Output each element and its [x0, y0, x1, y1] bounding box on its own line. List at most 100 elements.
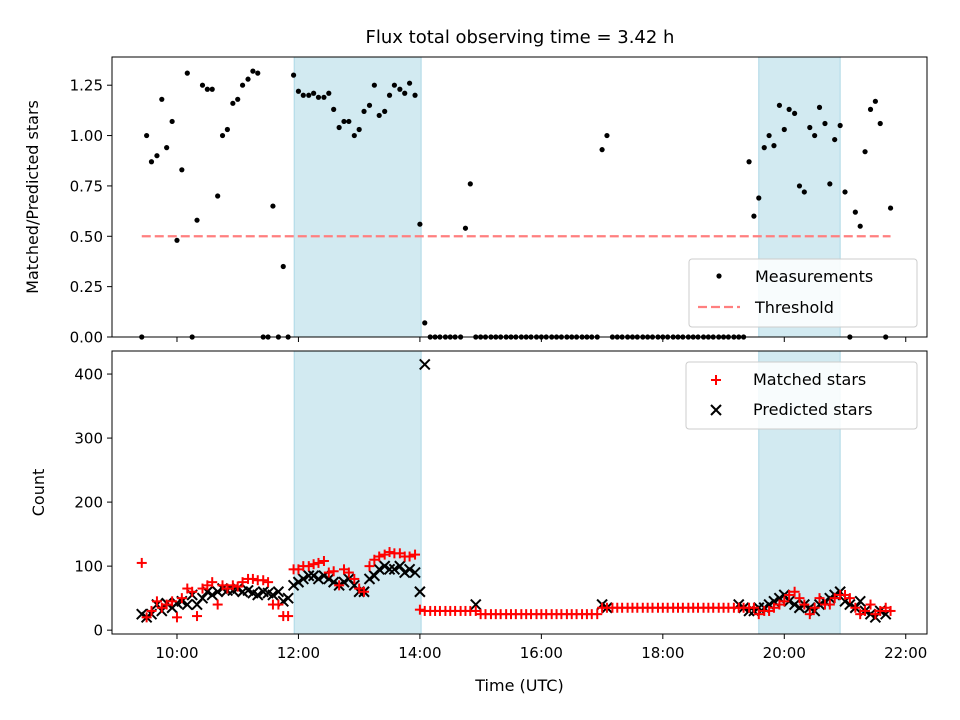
- matched-star-marker: [799, 599, 810, 610]
- measurement-point: [827, 181, 833, 187]
- measurement-point: [315, 94, 322, 100]
- matched-star-marker: [334, 580, 345, 591]
- measurement-point: [604, 132, 610, 139]
- measurement-point: [412, 92, 418, 98]
- measurement-point: [761, 145, 767, 151]
- measurement-point: [159, 96, 165, 102]
- shaded-region-1: [293, 56, 422, 338]
- matched-star-marker: [323, 567, 334, 578]
- matched-star-marker: [748, 602, 759, 613]
- predicted-star-marker: [854, 595, 866, 608]
- matched-star-marker: [850, 602, 861, 613]
- matched-star-marker: [192, 611, 203, 622]
- predicted-star-marker: [282, 592, 294, 604]
- measurement-point: [371, 82, 377, 88]
- measurement-point: [822, 120, 828, 127]
- measurement-point: [867, 106, 874, 112]
- x-tick-label: 22:00: [884, 644, 927, 662]
- predicted-star-marker: [470, 598, 482, 611]
- measurement-point: [402, 90, 408, 96]
- matched-star-marker: [414, 604, 425, 615]
- measurement-point: [154, 153, 160, 159]
- legend-measurements-marker: [716, 273, 722, 279]
- measurement-point: [807, 124, 813, 131]
- predicted-star-marker: [312, 573, 325, 585]
- measurement-point: [326, 90, 332, 96]
- matched-star-marker: [364, 561, 375, 572]
- matched-star-marker: [374, 551, 385, 562]
- measurement-point: [311, 90, 317, 96]
- measurement-point: [391, 82, 397, 88]
- x-tick-label: 14:00: [398, 644, 441, 662]
- measurement-point: [382, 108, 388, 114]
- matched-star-marker: [875, 605, 886, 616]
- matched-star-marker: [207, 577, 218, 588]
- matched-star-marker: [176, 593, 187, 604]
- bottom-y-axis-ticks: 0 100 200 300 400: [74, 366, 112, 640]
- measurement-point: [361, 108, 367, 114]
- x-tick-label: 16:00: [520, 644, 563, 662]
- matched-star-marker: [328, 566, 339, 577]
- measurement-point: [872, 98, 878, 104]
- legend-frame: [688, 258, 918, 328]
- matched-star-marker: [824, 599, 835, 610]
- measurement-point: [331, 106, 337, 112]
- measurement-point: [235, 96, 241, 102]
- matched-star-marker: [844, 593, 855, 604]
- matched-star-marker: [146, 605, 157, 616]
- measurement-point: [781, 126, 787, 133]
- measurement-point: [215, 193, 221, 199]
- predicted-stars-markers: [136, 358, 892, 624]
- predicted-star-marker: [409, 566, 421, 579]
- measurement-point: [467, 181, 473, 187]
- matched-star-marker: [359, 586, 370, 597]
- measurement-point: [300, 92, 306, 98]
- measurement-point: [751, 213, 757, 219]
- predicted-star-marker: [403, 563, 416, 576]
- matched-stars-markers: [136, 547, 896, 623]
- top-legend: Measurements Threshold: [688, 258, 918, 328]
- predicted-star-marker: [272, 586, 285, 598]
- measurement-point: [462, 225, 469, 231]
- measurement-point: [179, 167, 185, 173]
- measurement-point: [224, 126, 230, 133]
- measurement-point: [184, 70, 190, 76]
- measurement-point: [771, 143, 777, 149]
- matched-star-marker: [885, 605, 896, 616]
- matched-star-marker: [151, 596, 162, 607]
- matched-star-marker: [222, 583, 233, 594]
- x-tick-label: 10:00: [155, 644, 198, 662]
- measurement-point: [230, 100, 236, 106]
- matched-star-marker: [187, 586, 198, 597]
- y-tick-label: 0.75: [70, 177, 103, 195]
- measurement-point: [852, 209, 858, 215]
- matched-star-marker: [753, 609, 764, 620]
- measurement-point: [336, 124, 342, 131]
- matched-star-marker: [167, 596, 178, 607]
- y-tick-label: 0: [93, 622, 103, 640]
- x-tick-label: 20:00: [763, 644, 806, 662]
- measurement-point: [194, 217, 200, 223]
- measurement-point: [792, 110, 798, 117]
- measurement-point: [295, 88, 302, 94]
- matched-star-marker: [171, 612, 182, 623]
- top-y-axis-ticks: 0.00 0.25 0.50 0.75 1.00 1.25: [70, 77, 112, 347]
- measurement-point: [766, 132, 772, 139]
- measurement-point: [306, 92, 312, 98]
- measurement-point: [857, 223, 863, 229]
- matched-star-marker: [161, 599, 172, 610]
- matched-star-marker: [273, 599, 284, 610]
- measurement-point: [280, 263, 286, 270]
- matched-star-marker: [212, 599, 223, 610]
- measurement-point: [786, 106, 792, 112]
- legend-threshold-label: Threshold: [754, 298, 834, 317]
- y-tick-label: 0.25: [70, 278, 103, 296]
- bottom-legend: Matched stars Predicted stars: [685, 361, 918, 430]
- legend-measurements-label: Measurements: [755, 267, 873, 286]
- measurement-point: [239, 82, 246, 88]
- matched-star-marker: [343, 567, 354, 578]
- measurement-point: [842, 189, 848, 195]
- bottom-plot-frame: [111, 350, 928, 635]
- y-tick-label: 300: [74, 430, 103, 448]
